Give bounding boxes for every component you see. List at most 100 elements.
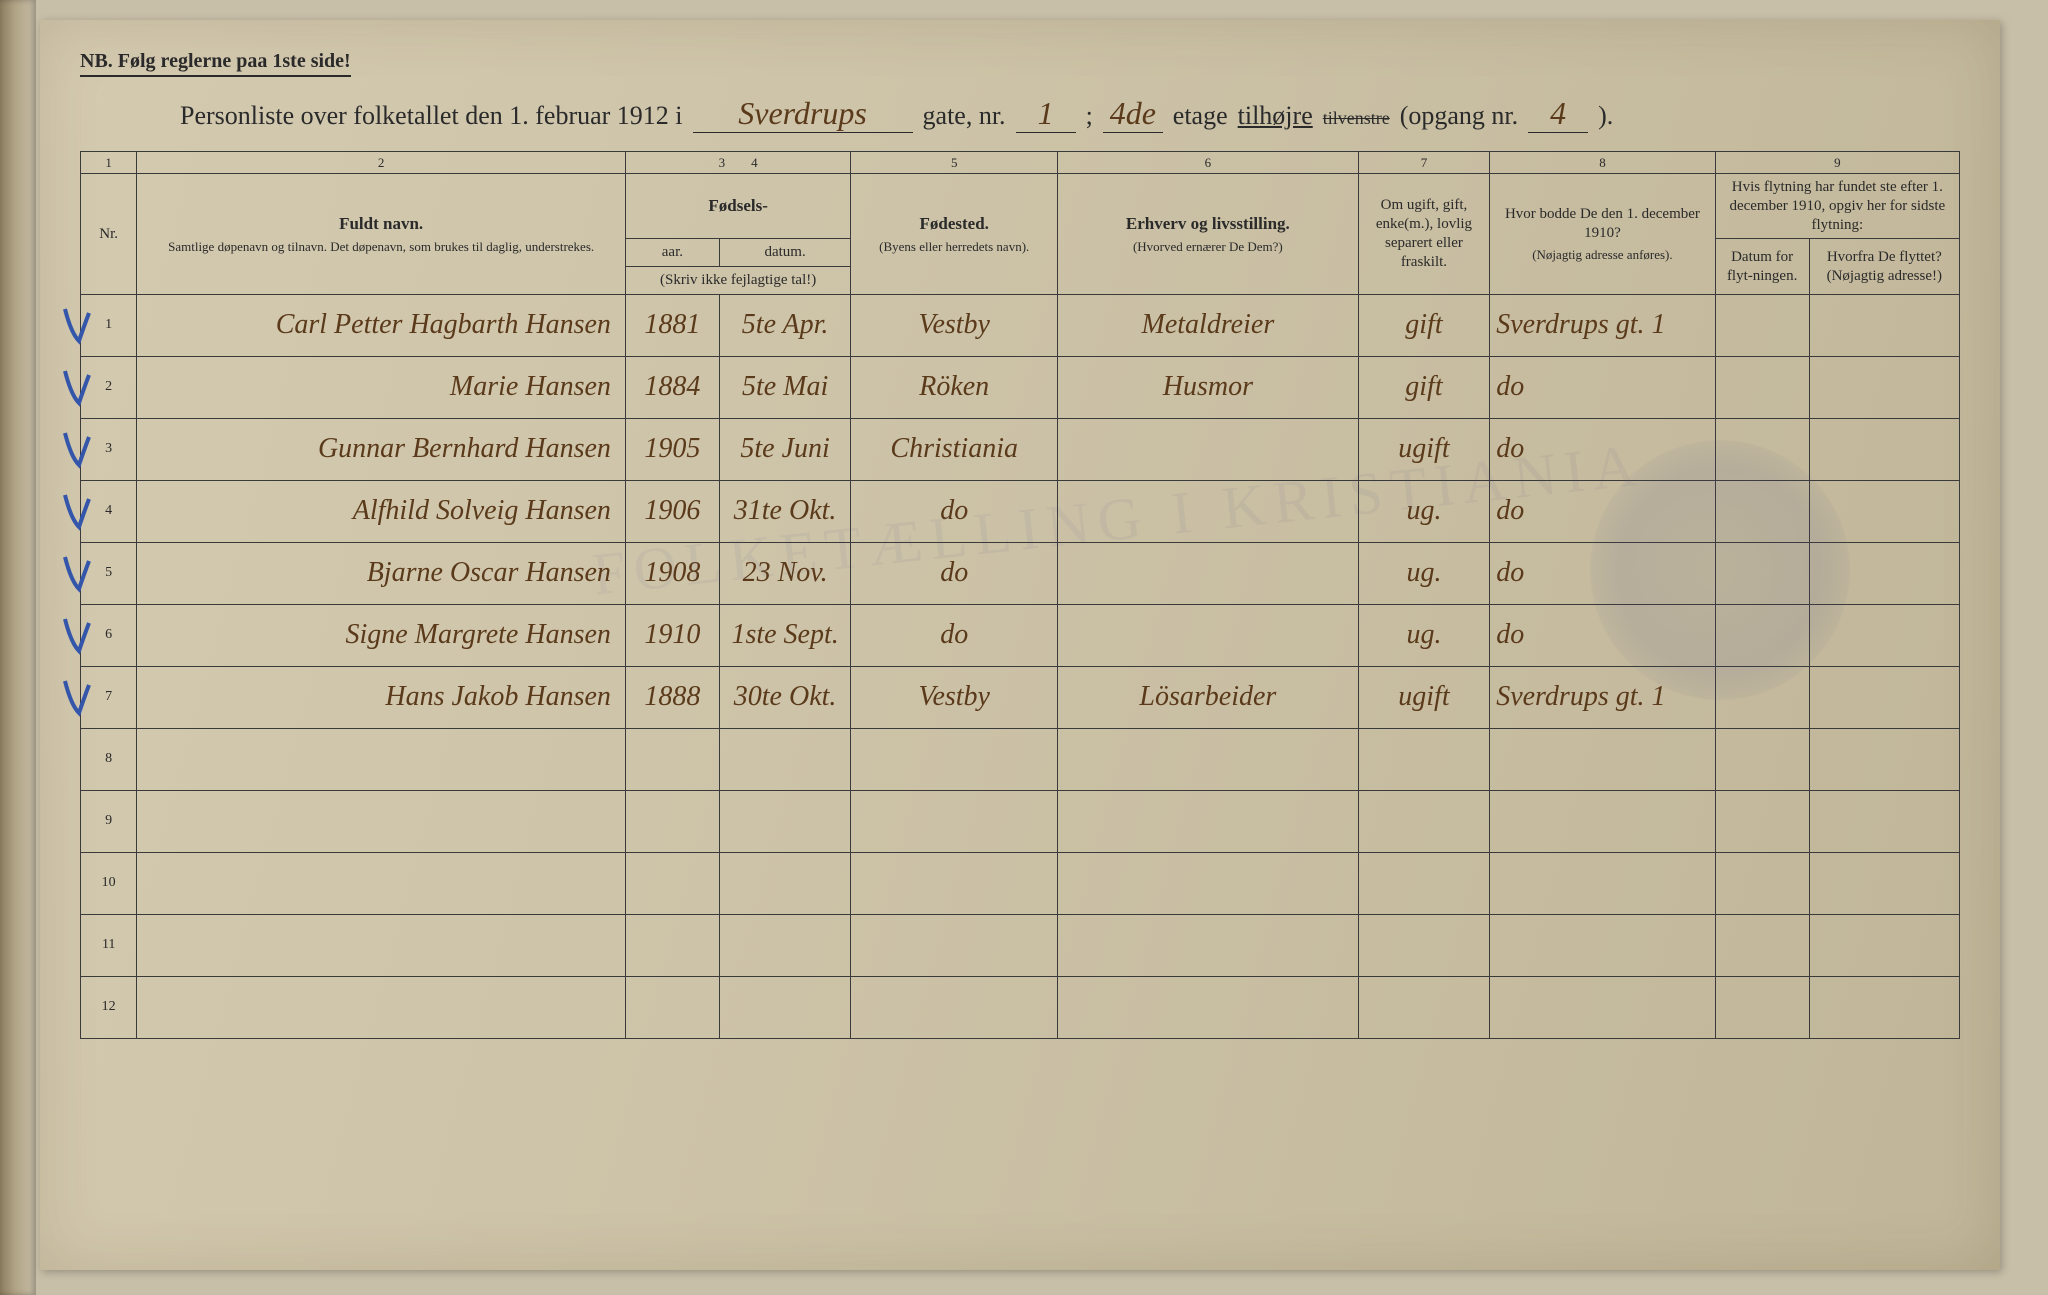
cell-year: 1906 (625, 480, 719, 542)
cell-move-date (1715, 666, 1809, 728)
cell-status: ug. (1358, 542, 1490, 604)
hdr-fodested: Fødested. (Byens eller herredets navn). (851, 174, 1058, 295)
cell-name: Gunnar Bernhard Hansen (137, 418, 626, 480)
cell-address-1910 (1490, 728, 1715, 790)
cell-occupation (1058, 976, 1359, 1038)
cell-move-date (1715, 542, 1809, 604)
cell-occupation: Husmor (1058, 356, 1359, 418)
table-row: 8 (81, 728, 1960, 790)
row-number: 9 (81, 790, 137, 852)
opgang-label: (opgang nr. (1400, 101, 1518, 131)
row-number: 4 (81, 480, 137, 542)
census-table: 1 2 3 4 5 6 7 8 9 Nr. Fuldt navn. Samtli… (80, 151, 1960, 1039)
cell-move-from (1809, 604, 1959, 666)
cell-status: gift (1358, 356, 1490, 418)
check-tick-icon (61, 305, 91, 345)
cell-year: 1905 (625, 418, 719, 480)
cell-move-from (1809, 666, 1959, 728)
cell-move-from (1809, 976, 1959, 1038)
row-number: 2 (81, 356, 137, 418)
cell-status: ug. (1358, 480, 1490, 542)
table-row: 5Bjarne Oscar Hansen190823 Nov.doug.do (81, 542, 1960, 604)
check-tick-icon (61, 615, 91, 655)
census-form-page: NB. Følg reglerne paa 1ste side! Personl… (40, 20, 2000, 1270)
cell-date: 1ste Sept. (719, 604, 851, 666)
cell-year: 1884 (625, 356, 719, 418)
check-tick-icon (61, 553, 91, 593)
check-tick-icon (61, 491, 91, 531)
cell-move-from (1809, 852, 1959, 914)
gate-label: gate, nr. (923, 101, 1006, 131)
cell-move-from (1809, 294, 1959, 356)
colnum-1: 1 (81, 152, 137, 174)
header-row-1: Nr. Fuldt navn. Samtlige døpenavn og til… (81, 174, 1960, 239)
cell-year (625, 976, 719, 1038)
cell-year (625, 852, 719, 914)
table-row: 3Gunnar Bernhard Hansen19055te JuniChris… (81, 418, 1960, 480)
cell-move-date (1715, 356, 1809, 418)
hdr-aar: aar. (625, 239, 719, 267)
cell-status: ugift (1358, 418, 1490, 480)
hdr-erhverv-sub: (Hvorved ernærer De Dem?) (1064, 239, 1352, 255)
cell-address-1910: do (1490, 356, 1715, 418)
cell-birthplace (851, 728, 1058, 790)
cell-move-date (1715, 728, 1809, 790)
cell-address-1910 (1490, 914, 1715, 976)
cell-date: 5te Juni (719, 418, 851, 480)
cell-date: 5te Apr. (719, 294, 851, 356)
cell-name: Bjarne Oscar Hansen (137, 542, 626, 604)
cell-occupation (1058, 542, 1359, 604)
cell-move-from (1809, 356, 1959, 418)
cell-birthplace: Vestby (851, 294, 1058, 356)
cell-date (719, 790, 851, 852)
hdr-name-title: Fuldt navn. (339, 214, 423, 233)
cell-move-date (1715, 790, 1809, 852)
cell-address-1910: do (1490, 480, 1715, 542)
cell-address-1910 (1490, 790, 1715, 852)
cell-date: 31te Okt. (719, 480, 851, 542)
etage-value-handwritten: 4de (1103, 95, 1163, 133)
cell-year: 1881 (625, 294, 719, 356)
cell-date (719, 852, 851, 914)
colnum-3-4: 3 4 (625, 152, 850, 174)
cell-name: Alfhild Solveig Hansen (137, 480, 626, 542)
cell-move-from (1809, 480, 1959, 542)
cell-birthplace: Röken (851, 356, 1058, 418)
cell-move-from (1809, 418, 1959, 480)
cell-date (719, 976, 851, 1038)
column-number-row: 1 2 3 4 5 6 7 8 9 (81, 152, 1960, 174)
cell-birthplace: do (851, 604, 1058, 666)
table-row: 7Hans Jakob Hansen188830te Okt.VestbyLös… (81, 666, 1960, 728)
cell-occupation (1058, 790, 1359, 852)
cell-occupation (1058, 604, 1359, 666)
tilvenstre-struck: tilvenstre (1323, 108, 1390, 129)
cell-status (1358, 914, 1490, 976)
cell-date: 30te Okt. (719, 666, 851, 728)
check-tick-icon (61, 429, 91, 469)
cell-date (719, 914, 851, 976)
cell-name: Hans Jakob Hansen (137, 666, 626, 728)
row-number: 3 (81, 418, 137, 480)
cell-move-from (1809, 728, 1959, 790)
colnum-8: 8 (1490, 152, 1715, 174)
hdr-fodested-title: Fødested. (919, 214, 988, 233)
street-name-handwritten: Sverdrups (693, 95, 913, 133)
cell-name (137, 976, 626, 1038)
title-prefix: Personliste over folketallet den 1. febr… (180, 101, 683, 131)
cell-move-from (1809, 542, 1959, 604)
hdr-ugift: Om ugift, gift, enke(m.), lovlig separer… (1358, 174, 1490, 295)
cell-name: Signe Margrete Hansen (137, 604, 626, 666)
colnum-7: 7 (1358, 152, 1490, 174)
cell-occupation (1058, 852, 1359, 914)
cell-year (625, 790, 719, 852)
cell-year: 1888 (625, 666, 719, 728)
cell-occupation (1058, 914, 1359, 976)
cell-date: 5te Mai (719, 356, 851, 418)
row-number: 7 (81, 666, 137, 728)
colnum-2: 2 (137, 152, 626, 174)
colnum-5: 5 (851, 152, 1058, 174)
cell-occupation (1058, 418, 1359, 480)
cell-move-from (1809, 914, 1959, 976)
cell-address-1910: do (1490, 418, 1715, 480)
hdr-name-sub: Samtlige døpenavn og tilnavn. Det døpena… (143, 239, 619, 255)
